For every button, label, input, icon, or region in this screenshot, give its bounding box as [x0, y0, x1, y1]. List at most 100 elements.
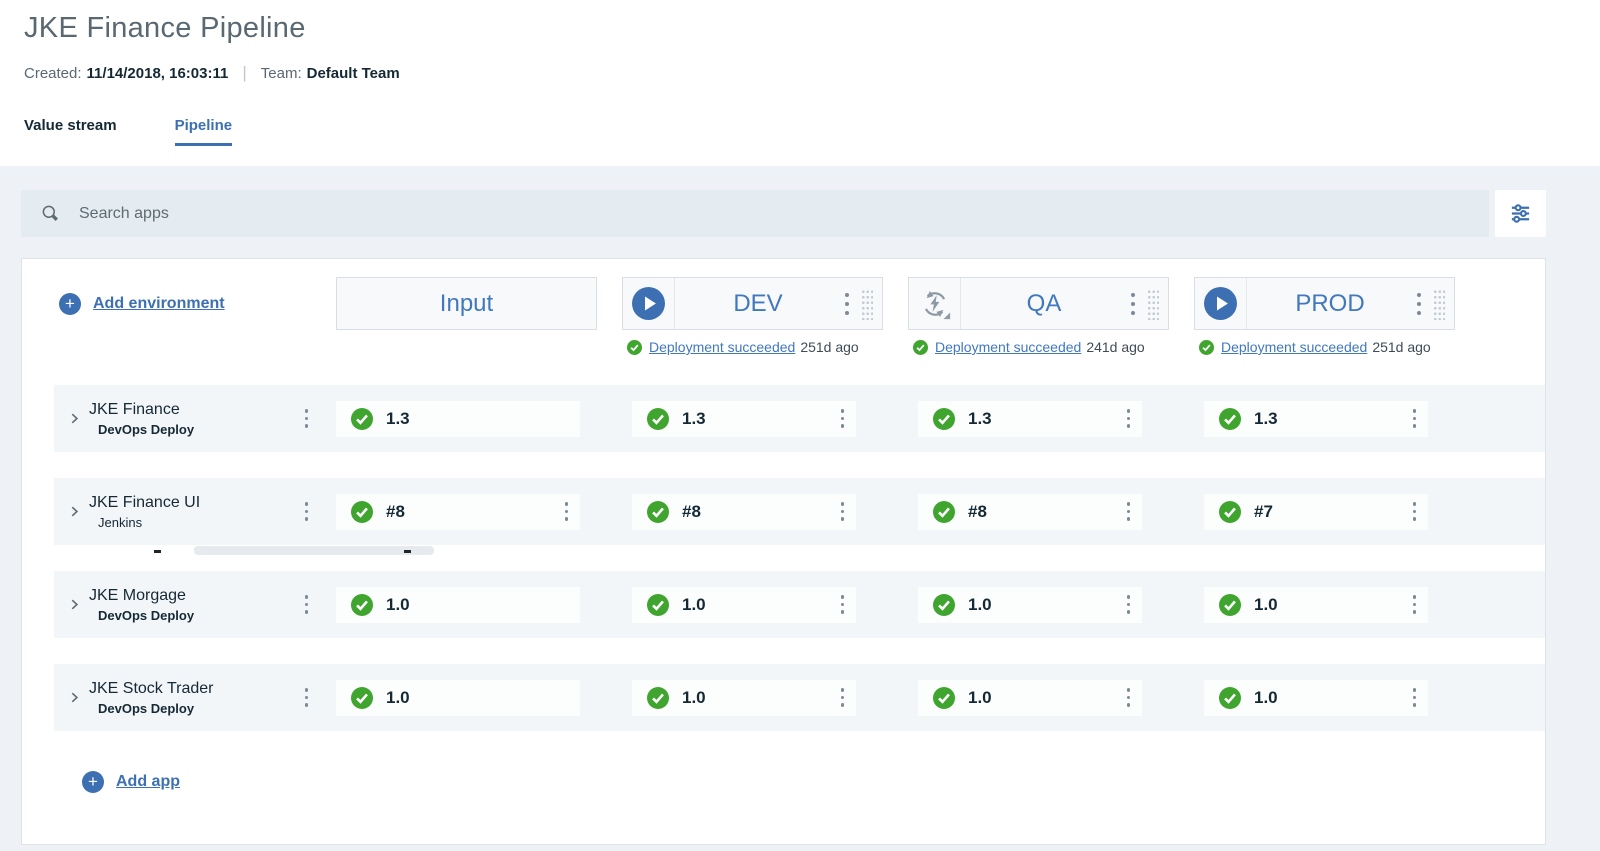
version-label: 1.0: [386, 594, 410, 614]
version-cell-input[interactable]: 1.3: [336, 400, 580, 437]
filter-button[interactable]: [1495, 190, 1546, 237]
env-name: PROD: [1295, 289, 1365, 317]
play-icon: [623, 278, 675, 329]
version-column-prod: 1.3: [1194, 400, 1455, 437]
version-cell-qa[interactable]: 1.0: [918, 586, 1142, 623]
version-cell-dev[interactable]: 1.3: [632, 400, 856, 437]
version-column-dev: 1.3: [622, 400, 883, 437]
version-cell-qa[interactable]: 1.0: [918, 679, 1142, 716]
app-name: JKE Morgage: [89, 586, 186, 604]
expand-chevron-icon[interactable]: [67, 504, 82, 519]
success-check-icon: [647, 593, 669, 616]
version-cell-dev[interactable]: 1.0: [632, 586, 856, 623]
plus-icon: +: [59, 292, 81, 315]
version-menu-kebab-icon[interactable]: [1409, 684, 1421, 711]
app-menu-kebab-icon[interactable]: [301, 591, 313, 618]
created-value: 11/14/2018, 16:03:11: [86, 64, 229, 82]
version-menu-kebab-icon[interactable]: [1409, 405, 1421, 432]
env-name: Input: [439, 289, 494, 317]
version-cell-qa[interactable]: #8: [918, 493, 1142, 530]
tab-value-stream[interactable]: Value stream: [24, 117, 117, 134]
deployment-status-link[interactable]: Deployment succeeded: [935, 339, 1082, 355]
version-menu-kebab-icon[interactable]: [561, 498, 573, 525]
play-icon: [1204, 287, 1237, 320]
app-subtitle: Jenkins: [98, 514, 143, 530]
version-cell-input[interactable]: 1.0: [336, 586, 580, 623]
version-column-input: 1.0: [336, 586, 597, 623]
success-check-icon: [351, 686, 373, 709]
version-cell-input[interactable]: #8: [336, 493, 580, 530]
success-check-icon: [351, 407, 373, 430]
success-check-icon: [647, 686, 669, 709]
app-menu-kebab-icon[interactable]: [301, 684, 313, 711]
env-menu-kebab-icon[interactable]: [1413, 288, 1425, 319]
deployment-status: Deployment succeeded 241d ago: [908, 339, 1169, 355]
app-cell: JKE Finance UI Jenkins: [54, 494, 336, 530]
version-column-dev: 1.0: [622, 586, 883, 623]
version-label: 1.0: [682, 594, 706, 614]
success-check-icon: [1219, 593, 1241, 616]
version-column-qa: #8: [908, 493, 1169, 530]
env-menu-kebab-icon[interactable]: [841, 288, 853, 319]
success-check-icon: [627, 339, 642, 355]
app-name: JKE Finance UI: [89, 493, 201, 511]
search-input[interactable]: [77, 203, 1469, 224]
version-menu-kebab-icon[interactable]: [837, 591, 849, 618]
add-environment-button[interactable]: + Add environment: [59, 292, 225, 315]
version-label: #8: [682, 501, 701, 521]
search-row: [21, 190, 1546, 237]
version-cell-prod[interactable]: 1.3: [1204, 400, 1428, 437]
version-cell-dev[interactable]: #8: [632, 493, 856, 530]
version-menu-kebab-icon[interactable]: [837, 498, 849, 525]
app-menu-kebab-icon[interactable]: [301, 498, 313, 525]
env-menu-kebab-icon[interactable]: [1127, 288, 1139, 319]
version-cell-prod[interactable]: #7: [1204, 493, 1428, 530]
team-value: Default Team: [306, 64, 400, 82]
add-app-button[interactable]: + Add app: [82, 771, 180, 793]
version-menu-kebab-icon[interactable]: [1123, 684, 1135, 711]
app-row-jke-morgage: JKE Morgage DevOps Deploy 1.0 1.0 1.0 1.0: [54, 571, 1545, 638]
version-label: 1.3: [682, 408, 706, 428]
app-name: JKE Finance: [89, 400, 180, 418]
environment-header-row: + Add environment Input DEV Deployment suc…: [54, 277, 1545, 355]
expand-chevron-icon[interactable]: [67, 597, 82, 612]
deployment-status-link[interactable]: Deployment succeeded: [1221, 339, 1368, 355]
pipeline-panel: + Add environment Input DEV Deployment suc…: [21, 258, 1546, 845]
version-menu-kebab-icon[interactable]: [1409, 591, 1421, 618]
version-label: 1.0: [682, 687, 706, 707]
app-name: JKE Stock Trader: [89, 679, 214, 697]
version-cell-input[interactable]: 1.0: [336, 679, 580, 716]
tab-pipeline[interactable]: Pipeline: [174, 117, 233, 146]
version-menu-kebab-icon[interactable]: [1409, 498, 1421, 525]
env-header-prod: PROD: [1194, 277, 1455, 330]
version-cell-qa[interactable]: 1.3: [918, 400, 1142, 437]
auto-deploy-icon: [924, 290, 950, 319]
expand-chevron-icon[interactable]: [67, 690, 82, 705]
version-menu-kebab-icon[interactable]: [837, 405, 849, 432]
app-names: JKE Morgage DevOps Deploy: [89, 587, 301, 623]
plus-icon: +: [82, 771, 104, 793]
version-menu-kebab-icon[interactable]: [837, 684, 849, 711]
version-cell-dev[interactable]: 1.0: [632, 679, 856, 716]
env-drag-handle[interactable]: [860, 287, 873, 320]
success-check-icon: [933, 407, 955, 430]
deployment-status-link[interactable]: Deployment succeeded: [649, 339, 796, 355]
version-menu-kebab-icon[interactable]: [1123, 591, 1135, 618]
env-drag-handle[interactable]: [1432, 287, 1445, 320]
env-drag-handle[interactable]: [1146, 287, 1159, 320]
app-names: JKE Stock Trader DevOps Deploy: [89, 680, 301, 716]
auto-deploy-icon: [909, 278, 961, 329]
deployment-status-ago: 251d ago: [800, 339, 859, 355]
add-app-label: Add app: [116, 773, 180, 790]
version-cell-prod[interactable]: 1.0: [1204, 679, 1428, 716]
app-menu-kebab-icon[interactable]: [301, 405, 313, 432]
expand-chevron-icon[interactable]: [67, 411, 82, 426]
version-menu-kebab-icon[interactable]: [1123, 405, 1135, 432]
env-column-dev: DEV Deployment succeeded 251d ago: [622, 277, 883, 355]
success-check-icon: [1199, 339, 1214, 355]
env-column-prod: PROD Deployment succeeded 251d ago: [1194, 277, 1455, 355]
version-menu-kebab-icon[interactable]: [1123, 498, 1135, 525]
env-column-input: Input: [336, 277, 597, 330]
success-check-icon: [647, 500, 669, 523]
version-cell-prod[interactable]: 1.0: [1204, 586, 1428, 623]
